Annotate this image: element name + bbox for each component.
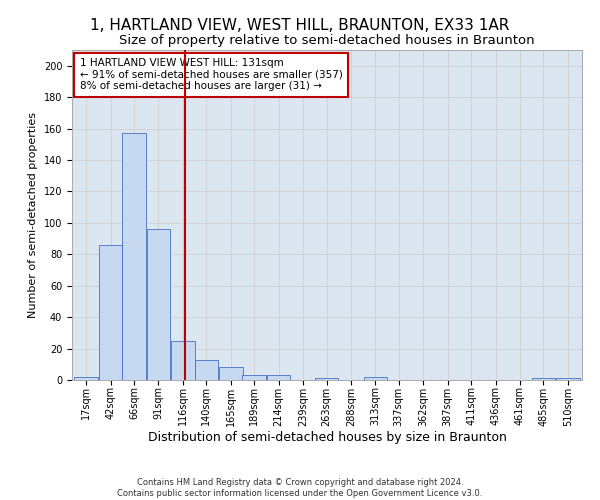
- Text: 1 HARTLAND VIEW WEST HILL: 131sqm
← 91% of semi-detached houses are smaller (357: 1 HARTLAND VIEW WEST HILL: 131sqm ← 91% …: [80, 58, 343, 92]
- Y-axis label: Number of semi-detached properties: Number of semi-detached properties: [28, 112, 38, 318]
- Bar: [532, 378, 555, 380]
- Title: Size of property relative to semi-detached houses in Braunton: Size of property relative to semi-detach…: [119, 34, 535, 48]
- Bar: [556, 378, 580, 380]
- Bar: [364, 377, 387, 380]
- Bar: [219, 368, 242, 380]
- Bar: [146, 229, 170, 380]
- Bar: [74, 377, 98, 380]
- Bar: [242, 376, 266, 380]
- Bar: [122, 134, 146, 380]
- Bar: [171, 340, 195, 380]
- Bar: [314, 378, 338, 380]
- Bar: [194, 360, 218, 380]
- Text: 1, HARTLAND VIEW, WEST HILL, BRAUNTON, EX33 1AR: 1, HARTLAND VIEW, WEST HILL, BRAUNTON, E…: [91, 18, 509, 32]
- X-axis label: Distribution of semi-detached houses by size in Braunton: Distribution of semi-detached houses by …: [148, 431, 506, 444]
- Text: Contains HM Land Registry data © Crown copyright and database right 2024.
Contai: Contains HM Land Registry data © Crown c…: [118, 478, 482, 498]
- Bar: [99, 245, 122, 380]
- Bar: [267, 376, 290, 380]
